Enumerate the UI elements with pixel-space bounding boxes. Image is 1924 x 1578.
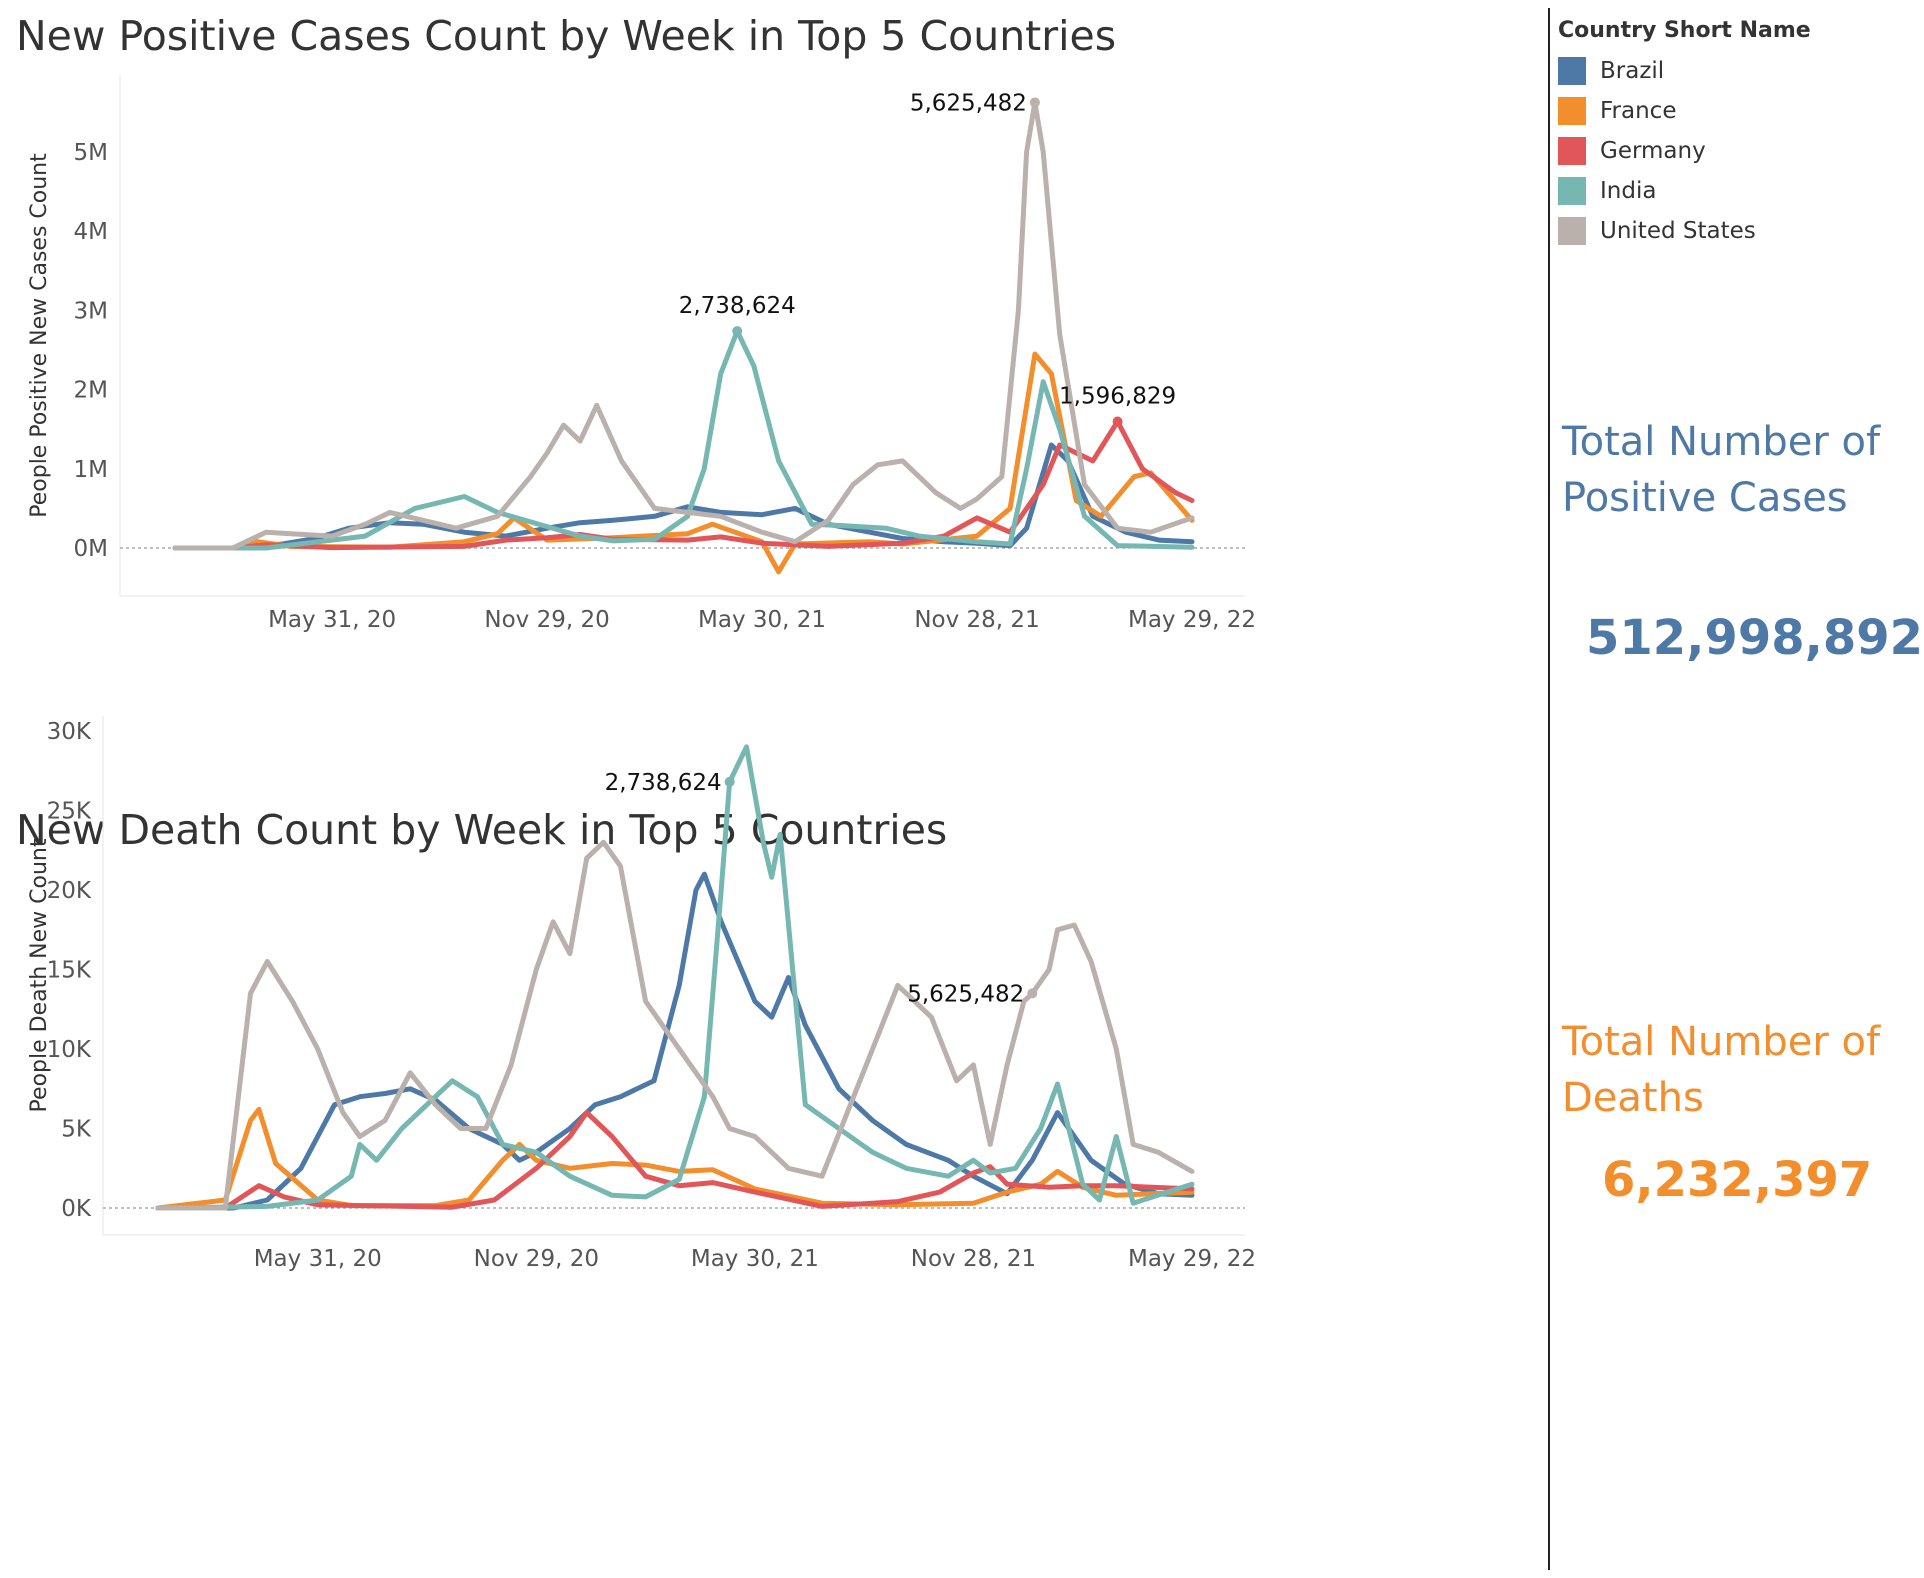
cases-chart-title: New Positive Cases Count by Week in Top …	[16, 12, 1117, 60]
legend-item-france[interactable]: France	[1558, 91, 1811, 131]
legend-label: Brazil	[1600, 58, 1665, 84]
deaths-y-tick-label: 0K	[61, 1196, 92, 1222]
deaths-y-axis-label: People Death New Count	[27, 838, 52, 1112]
legend-label: France	[1600, 98, 1677, 124]
legend-label: Germany	[1600, 138, 1706, 164]
cases-annotation-marker	[1112, 416, 1123, 427]
legend-swatch	[1558, 97, 1586, 125]
deaths-x-tick-label: May 31, 20	[254, 1246, 382, 1272]
deaths-series-india	[155, 744, 1195, 1211]
cases-series-united-states	[172, 100, 1195, 551]
cases-annotation-label: 5,625,482	[910, 90, 1027, 116]
deaths-x-tick-label: May 29, 22	[1128, 1246, 1256, 1272]
cases-y-tick-label: 2M	[74, 378, 108, 404]
cases-y-tick-label: 0M	[74, 536, 108, 562]
deaths-y-tick-label: 25K	[47, 799, 92, 825]
deaths-y-tick-label: 10K	[47, 1037, 92, 1063]
cases-y-axis-label: People Positive New Cases Count	[27, 153, 52, 518]
legend-label: United States	[1600, 218, 1756, 244]
deaths-y-tick-label: 30K	[47, 719, 92, 745]
panel-divider	[1548, 8, 1550, 1570]
total-cases-value: 512,998,892	[1586, 610, 1924, 666]
deaths-chart-title: New Death Count by Week in Top 5 Countri…	[16, 806, 948, 854]
cases-x-tick-label: May 29, 22	[1128, 607, 1256, 633]
cases-series-germany	[172, 419, 1195, 551]
cases-annotation-label: 2,738,624	[679, 293, 796, 319]
deaths-x-tick-label: Nov 29, 20	[474, 1246, 599, 1272]
cases-annotation-marker	[1029, 97, 1040, 108]
total-deaths-label: Total Number of Deaths	[1562, 1019, 1881, 1121]
cases-y-tick-label: 4M	[74, 219, 108, 245]
cases-y-tick-label: 5M	[74, 140, 108, 166]
cases-chart: 0M 1M 2M 3M 4M 5M May 31, 20 Nov 29, 20 May 30, …	[27, 75, 1256, 633]
cases-y-tick-label: 3M	[74, 298, 108, 324]
deaths-x-tick-label: May 30, 21	[691, 1246, 819, 1272]
cases-series-india	[172, 328, 1195, 551]
total-cases-label: Total Number of Positive Cases	[1562, 419, 1881, 521]
deaths-y-tick-label: 20K	[47, 878, 92, 904]
deaths-series-france	[155, 1106, 1195, 1211]
cases-annotation-label: 1,596,829	[1059, 384, 1176, 410]
cases-x-tick-label: May 30, 21	[698, 607, 826, 633]
deaths-annotation-marker	[1027, 988, 1038, 999]
legend-swatch	[1558, 217, 1586, 245]
deaths-x-tick-label: Nov 28, 21	[911, 1246, 1036, 1272]
legend-item-united-states[interactable]: United States	[1558, 211, 1811, 251]
legend: Country Short Name Brazil France Germany…	[1558, 18, 1811, 251]
legend-item-brazil[interactable]: Brazil	[1558, 51, 1811, 91]
legend-swatch	[1558, 177, 1586, 205]
deaths-y-tick-label: 15K	[47, 958, 92, 984]
legend-title: Country Short Name	[1558, 18, 1811, 43]
legend-item-india[interactable]: India	[1558, 171, 1811, 211]
legend-swatch	[1558, 137, 1586, 165]
deaths-y-tick-label: 5K	[61, 1117, 92, 1143]
cases-x-tick-label: Nov 29, 20	[484, 607, 609, 633]
cases-x-tick-label: Nov 28, 21	[914, 607, 1039, 633]
cases-annotation-marker	[732, 326, 743, 337]
legend-swatch	[1558, 57, 1586, 85]
cases-y-tick-label: 1M	[74, 457, 108, 483]
deaths-annotation-label: 2,738,624	[605, 770, 722, 796]
deaths-series-germany	[155, 1110, 1195, 1211]
legend-item-germany[interactable]: Germany	[1558, 131, 1811, 171]
legend-label: India	[1600, 178, 1657, 204]
deaths-chart: 0K 5K 10K 15K 20K 25K 30K May 31, 20 Nov 29, 20 M…	[27, 716, 1256, 1272]
total-deaths-value: 6,232,397	[1602, 1152, 1873, 1208]
deaths-annotation-label: 5,625,482	[907, 981, 1024, 1007]
deaths-annotation-marker	[724, 776, 735, 787]
deaths-series-united-states	[155, 839, 1195, 1211]
cases-x-tick-label: May 31, 20	[268, 607, 396, 633]
